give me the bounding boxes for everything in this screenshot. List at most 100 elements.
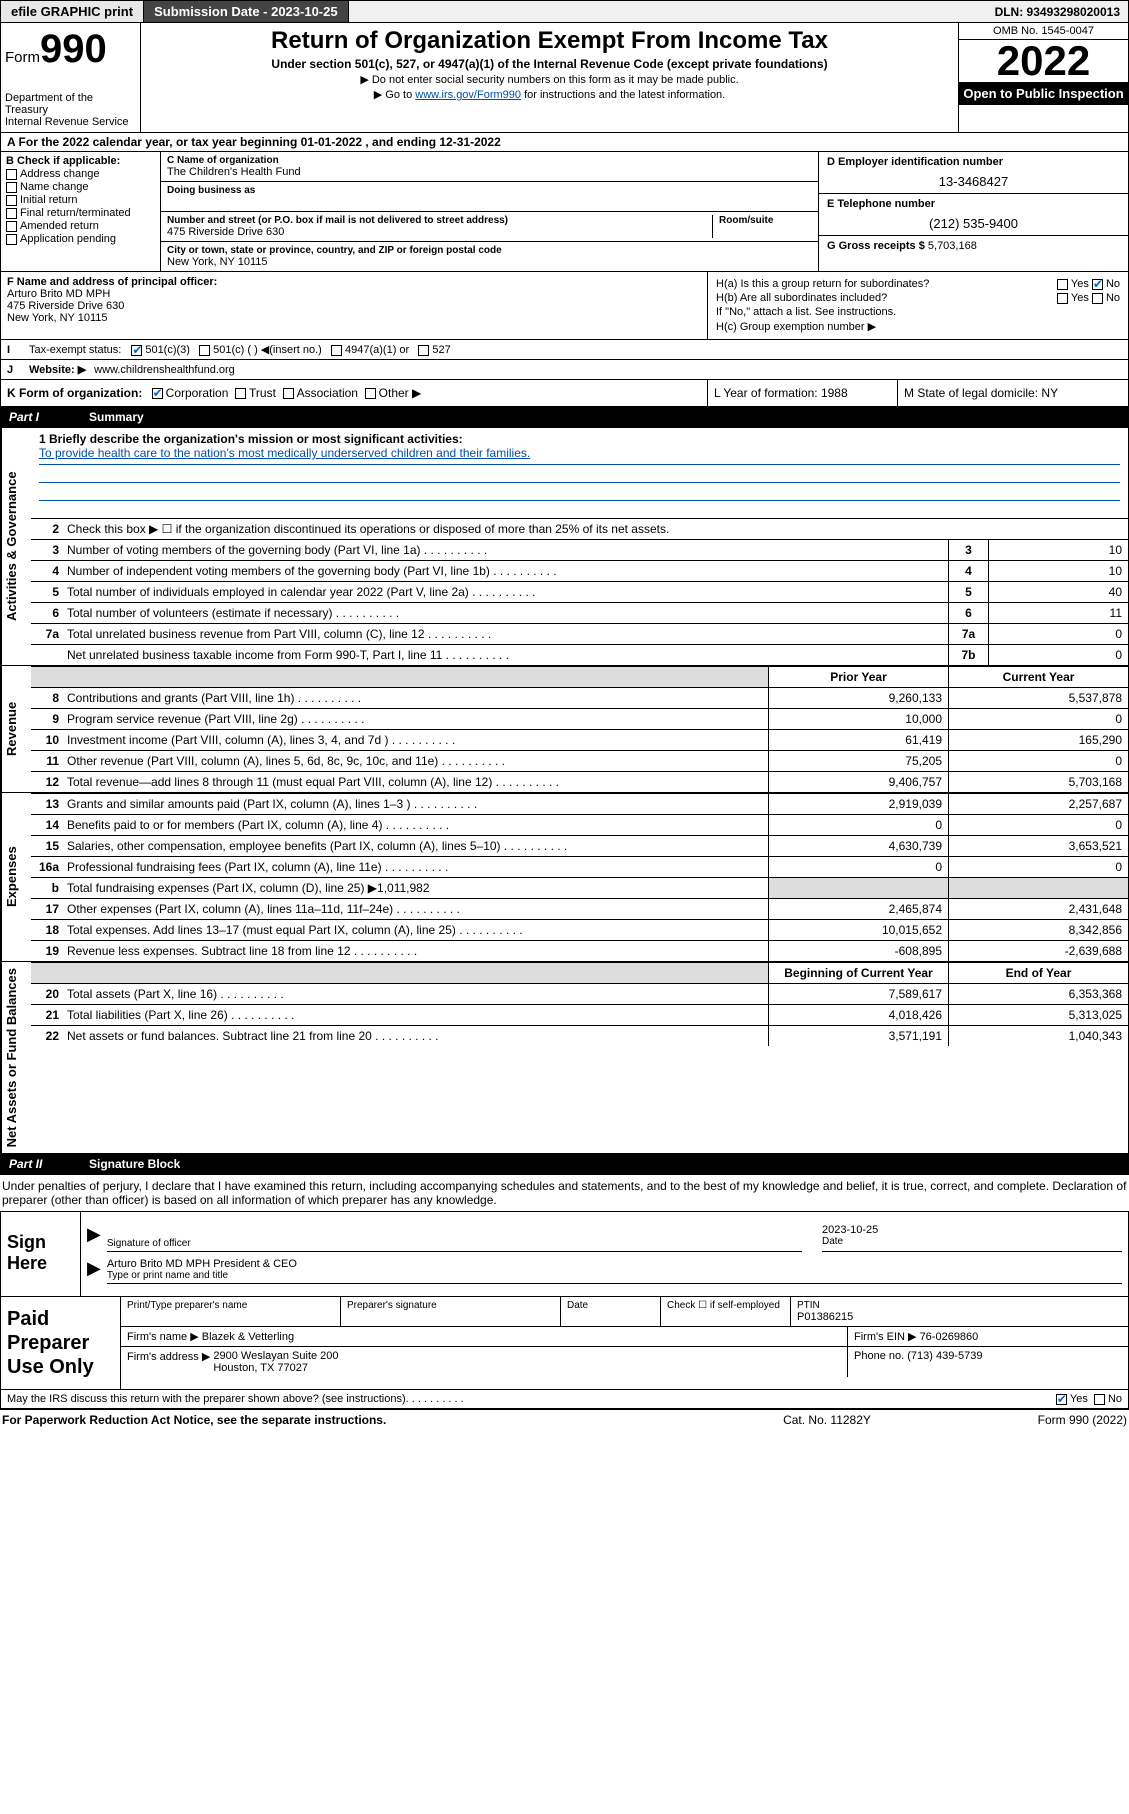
table-row: 4Number of independent voting members of… bbox=[31, 560, 1128, 581]
form-label: Form 990 (2022) bbox=[927, 1413, 1127, 1427]
checkbox-option[interactable]: Address change bbox=[6, 168, 155, 180]
form-subtitle-3: ▶ Go to www.irs.gov/Form990 for instruct… bbox=[149, 88, 950, 101]
website-label: Website: ▶ bbox=[29, 363, 86, 376]
section-a-tax-year: A For the 2022 calendar year, or tax yea… bbox=[0, 133, 1129, 152]
table-row: 13Grants and similar amounts paid (Part … bbox=[31, 793, 1128, 814]
section-bcd-row: B Check if applicable: Address changeNam… bbox=[0, 152, 1129, 272]
firm-ein-value: 76-0269860 bbox=[920, 1331, 979, 1343]
cat-number: Cat. No. 11282Y bbox=[727, 1413, 927, 1427]
table-row: 9Program service revenue (Part VIII, lin… bbox=[31, 708, 1128, 729]
part1-header: Part I Summary bbox=[0, 407, 1129, 428]
signature-intro: Under penalties of perjury, I declare th… bbox=[0, 1175, 1129, 1212]
checkbox-option[interactable]: Final return/terminated bbox=[6, 207, 155, 219]
ein-value: 13-3468427 bbox=[827, 174, 1120, 189]
may-irs-discuss: May the IRS discuss this return with the… bbox=[0, 1390, 1129, 1409]
room-label: Room/suite bbox=[719, 215, 812, 226]
table-row: 11Other revenue (Part VIII, column (A), … bbox=[31, 750, 1128, 771]
sig-date-value: 2023-10-25 bbox=[822, 1224, 1122, 1236]
line2-text: Check this box ▶ ☐ if the organization d… bbox=[63, 519, 1128, 539]
table-row: 18Total expenses. Add lines 13–17 (must … bbox=[31, 919, 1128, 940]
part2-header: Part II Signature Block bbox=[0, 1154, 1129, 1175]
addr-label: Number and street (or P.O. box if mail i… bbox=[167, 215, 712, 226]
dept-treasury: Department of the Treasury Internal Reve… bbox=[5, 92, 136, 128]
firm-addr-value: 2900 Weslayan Suite 200 Houston, TX 7702… bbox=[213, 1350, 338, 1374]
sig-date-label: Date bbox=[822, 1236, 1122, 1247]
tel-label: E Telephone number bbox=[827, 198, 1120, 210]
table-row: 3Number of voting members of the governi… bbox=[31, 539, 1128, 560]
tel-value: (212) 535-9400 bbox=[827, 216, 1120, 231]
hb-line: H(b) Are all subordinates included? Yes … bbox=[716, 292, 1120, 304]
officer-name: Arturo Brito MD MPH bbox=[7, 288, 701, 300]
form-header: Form990 Department of the Treasury Inter… bbox=[0, 23, 1129, 133]
prep-sig-label: Preparer's signature bbox=[347, 1300, 554, 1311]
table-row: 5Total number of individuals employed in… bbox=[31, 581, 1128, 602]
paid-preparer-label: Paid Preparer Use Only bbox=[1, 1297, 121, 1389]
table-row: 17Other expenses (Part IX, column (A), l… bbox=[31, 898, 1128, 919]
arrow-icon: ▶ bbox=[87, 1258, 101, 1284]
col-begin-year: Beginning of Current Year bbox=[768, 963, 948, 983]
vlabel-revenue: Revenue bbox=[1, 666, 31, 792]
form-org-label: K Form of organization: bbox=[7, 386, 142, 400]
checkbox-option[interactable]: Application pending bbox=[6, 233, 155, 245]
firm-ein-label: Firm's EIN ▶ bbox=[854, 1331, 917, 1343]
section-b-checkboxes: B Check if applicable: Address changeNam… bbox=[1, 152, 161, 271]
form-title: Return of Organization Exempt From Incom… bbox=[149, 27, 950, 55]
vlabel-expenses: Expenses bbox=[1, 793, 31, 961]
form-number: Form990 bbox=[5, 27, 136, 72]
part1-body: Activities & Governance 1 Briefly descri… bbox=[0, 428, 1129, 1154]
irs-link[interactable]: www.irs.gov/Form990 bbox=[415, 89, 521, 101]
state-domicile: M State of legal domicile: NY bbox=[898, 380, 1128, 406]
sign-here-block: Sign Here ▶ Signature of officer 2023-10… bbox=[0, 1212, 1129, 1297]
form-subtitle-1: Under section 501(c), 527, or 4947(a)(1)… bbox=[149, 57, 950, 71]
form-subtitle-2: ▶ Do not enter social security numbers o… bbox=[149, 73, 950, 86]
dln-label: DLN: 93493298020013 bbox=[987, 2, 1128, 22]
tax-year: 2022 bbox=[959, 40, 1128, 82]
mission-question: 1 Briefly describe the organization's mi… bbox=[39, 432, 1120, 446]
section-ij: I Tax-exempt status: 501(c)(3) 501(c) ( … bbox=[0, 340, 1129, 380]
officer-addr: 475 Riverside Drive 630 New York, NY 101… bbox=[7, 300, 701, 324]
table-row: 22Net assets or fund balances. Subtract … bbox=[31, 1025, 1128, 1046]
pra-notice: For Paperwork Reduction Act Notice, see … bbox=[2, 1413, 727, 1427]
checkbox-option[interactable]: Amended return bbox=[6, 220, 155, 232]
table-row: 14Benefits paid to or for members (Part … bbox=[31, 814, 1128, 835]
sig-officer-label: Signature of officer bbox=[107, 1238, 802, 1249]
efile-print-btn[interactable]: efile GRAPHIC print bbox=[1, 1, 144, 22]
prep-name-label: Print/Type preparer's name bbox=[127, 1300, 334, 1311]
section-fh-row: F Name and address of principal officer:… bbox=[0, 272, 1129, 340]
sig-name-label: Type or print name and title bbox=[107, 1270, 1122, 1281]
prep-check-label: Check ☐ if self-employed bbox=[667, 1300, 784, 1311]
section-deg: D Employer identification number 13-3468… bbox=[818, 152, 1128, 271]
mission-text: To provide health care to the nation's m… bbox=[39, 446, 1120, 460]
website-url[interactable]: www.childrenshealthfund.org bbox=[94, 364, 235, 376]
table-row: 19Revenue less expenses. Subtract line 1… bbox=[31, 940, 1128, 961]
firm-addr-label: Firm's address ▶ bbox=[127, 1351, 210, 1363]
checkbox-option[interactable]: Initial return bbox=[6, 194, 155, 206]
org-city: New York, NY 10115 bbox=[167, 256, 812, 268]
col-end-year: End of Year bbox=[948, 963, 1128, 983]
firm-phone-value: (713) 439-5739 bbox=[907, 1350, 982, 1362]
table-row: 16aProfessional fundraising fees (Part I… bbox=[31, 856, 1128, 877]
arrow-icon: ▶ bbox=[87, 1224, 101, 1252]
checkbox-option[interactable]: Name change bbox=[6, 181, 155, 193]
vlabel-netassets: Net Assets or Fund Balances bbox=[1, 962, 31, 1153]
gross-label: G Gross receipts $ bbox=[827, 240, 928, 252]
year-formation: L Year of formation: 1988 bbox=[708, 380, 898, 406]
ein-label: D Employer identification number bbox=[827, 156, 1120, 168]
table-row: 12Total revenue—add lines 8 through 11 (… bbox=[31, 771, 1128, 792]
firm-name-label: Firm's name ▶ bbox=[127, 1331, 199, 1343]
org-name-label: C Name of organization bbox=[167, 155, 812, 166]
sign-here-label: Sign Here bbox=[1, 1212, 81, 1296]
table-row: 10Investment income (Part VIII, column (… bbox=[31, 729, 1128, 750]
table-row: 6Total number of volunteers (estimate if… bbox=[31, 602, 1128, 623]
section-c-org-info: C Name of organization The Children's He… bbox=[161, 152, 818, 271]
hc-line: H(c) Group exemption number ▶ bbox=[716, 320, 1120, 333]
prep-date-label: Date bbox=[567, 1300, 654, 1311]
dba-label: Doing business as bbox=[167, 185, 812, 196]
ptin-label: PTIN bbox=[797, 1300, 1122, 1311]
col-prior-year: Prior Year bbox=[768, 667, 948, 687]
col-current-year: Current Year bbox=[948, 667, 1128, 687]
paid-preparer-block: Paid Preparer Use Only Print/Type prepar… bbox=[0, 1297, 1129, 1390]
public-inspection-badge: Open to Public Inspection bbox=[959, 82, 1128, 105]
ptin-value: P01386215 bbox=[797, 1311, 1122, 1323]
table-row: 8Contributions and grants (Part VIII, li… bbox=[31, 687, 1128, 708]
